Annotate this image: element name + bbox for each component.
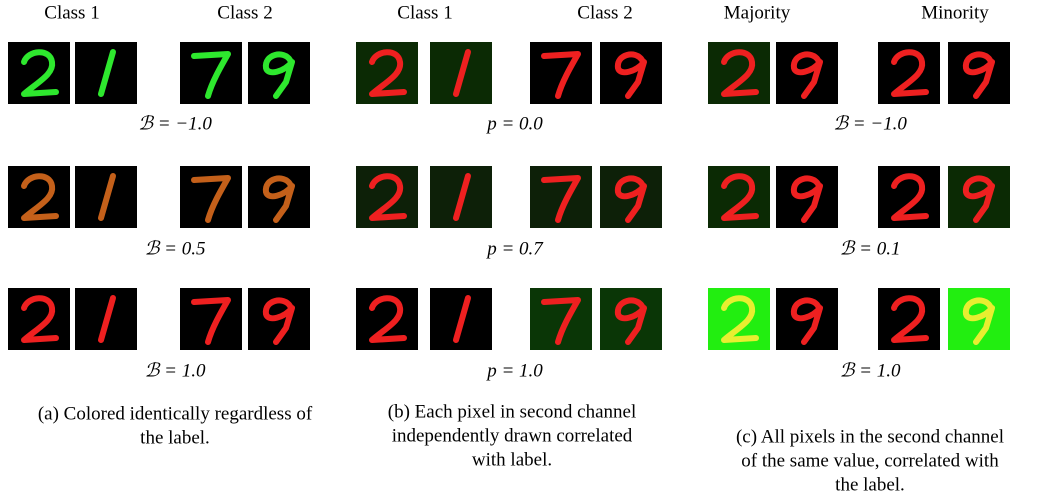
digit-image bbox=[75, 288, 137, 350]
figure: Class 1 Class 2 ℬ = −1.0 ℬ = 0.5 ℬ = 1.0 (a) … bbox=[0, 0, 1039, 497]
digit-image bbox=[948, 288, 1010, 350]
digit-image bbox=[430, 166, 492, 228]
digit-image bbox=[75, 42, 137, 104]
digit-image bbox=[878, 42, 940, 104]
digit-image bbox=[356, 288, 418, 350]
caption-line: with label. bbox=[472, 449, 552, 470]
digit-image bbox=[708, 42, 770, 104]
digit-image bbox=[708, 288, 770, 350]
row-label: ℬ = 0.5 bbox=[144, 238, 205, 259]
digit-image bbox=[530, 42, 592, 104]
caption-line: the label. bbox=[140, 427, 210, 448]
row-label: ℬ = −1.0 bbox=[833, 113, 907, 134]
row-label: ℬ = 0.1 bbox=[839, 238, 900, 259]
digit-image bbox=[600, 42, 662, 104]
digit-image bbox=[356, 166, 418, 228]
digit-image bbox=[248, 42, 310, 104]
digit-image bbox=[8, 42, 70, 104]
digit-image bbox=[248, 166, 310, 228]
digit-image bbox=[600, 288, 662, 350]
digit-image bbox=[776, 288, 838, 350]
digit-image bbox=[430, 42, 492, 104]
digit-image bbox=[530, 288, 592, 350]
digit-image bbox=[878, 166, 940, 228]
row-label: ℬ = −1.0 bbox=[138, 113, 212, 134]
digit-image bbox=[430, 288, 492, 350]
digit-image bbox=[600, 166, 662, 228]
column-header: Class 2 bbox=[577, 2, 632, 23]
digit-image bbox=[180, 288, 242, 350]
column-header: Class 1 bbox=[44, 2, 99, 23]
digit-image bbox=[708, 166, 770, 228]
digit-image bbox=[8, 288, 70, 350]
row-label: ℬ = 1.0 bbox=[144, 360, 206, 381]
caption-line: of the same value, correlated with bbox=[741, 450, 999, 471]
digit-image bbox=[180, 166, 242, 228]
caption-line: (a) Colored identically regardless of bbox=[38, 403, 313, 424]
column-header: Minority bbox=[921, 2, 989, 23]
column-header: Majority bbox=[724, 2, 791, 23]
caption-line: the label. bbox=[835, 474, 905, 495]
digit-image bbox=[948, 42, 1010, 104]
digit-image bbox=[248, 288, 310, 350]
digit-image bbox=[530, 166, 592, 228]
column-header: Class 2 bbox=[217, 2, 272, 23]
row-label: p = 0.0 bbox=[485, 113, 543, 134]
digit-image bbox=[776, 166, 838, 228]
digit-image bbox=[8, 166, 70, 228]
caption-line: (b) Each pixel in second channel bbox=[388, 401, 636, 422]
digit-image bbox=[776, 42, 838, 104]
caption-line: (c) All pixels in the second channel bbox=[736, 426, 1004, 447]
row-label: p = 1.0 bbox=[485, 360, 543, 381]
digit-image bbox=[75, 166, 137, 228]
caption-line: independently drawn correlated bbox=[392, 425, 633, 446]
digit-image bbox=[878, 288, 940, 350]
digit-image bbox=[948, 166, 1010, 228]
digit-image bbox=[356, 42, 418, 104]
column-header: Class 1 bbox=[397, 2, 452, 23]
row-label: ℬ = 1.0 bbox=[839, 360, 901, 381]
row-label: p = 0.7 bbox=[485, 238, 544, 259]
digit-image bbox=[180, 42, 242, 104]
